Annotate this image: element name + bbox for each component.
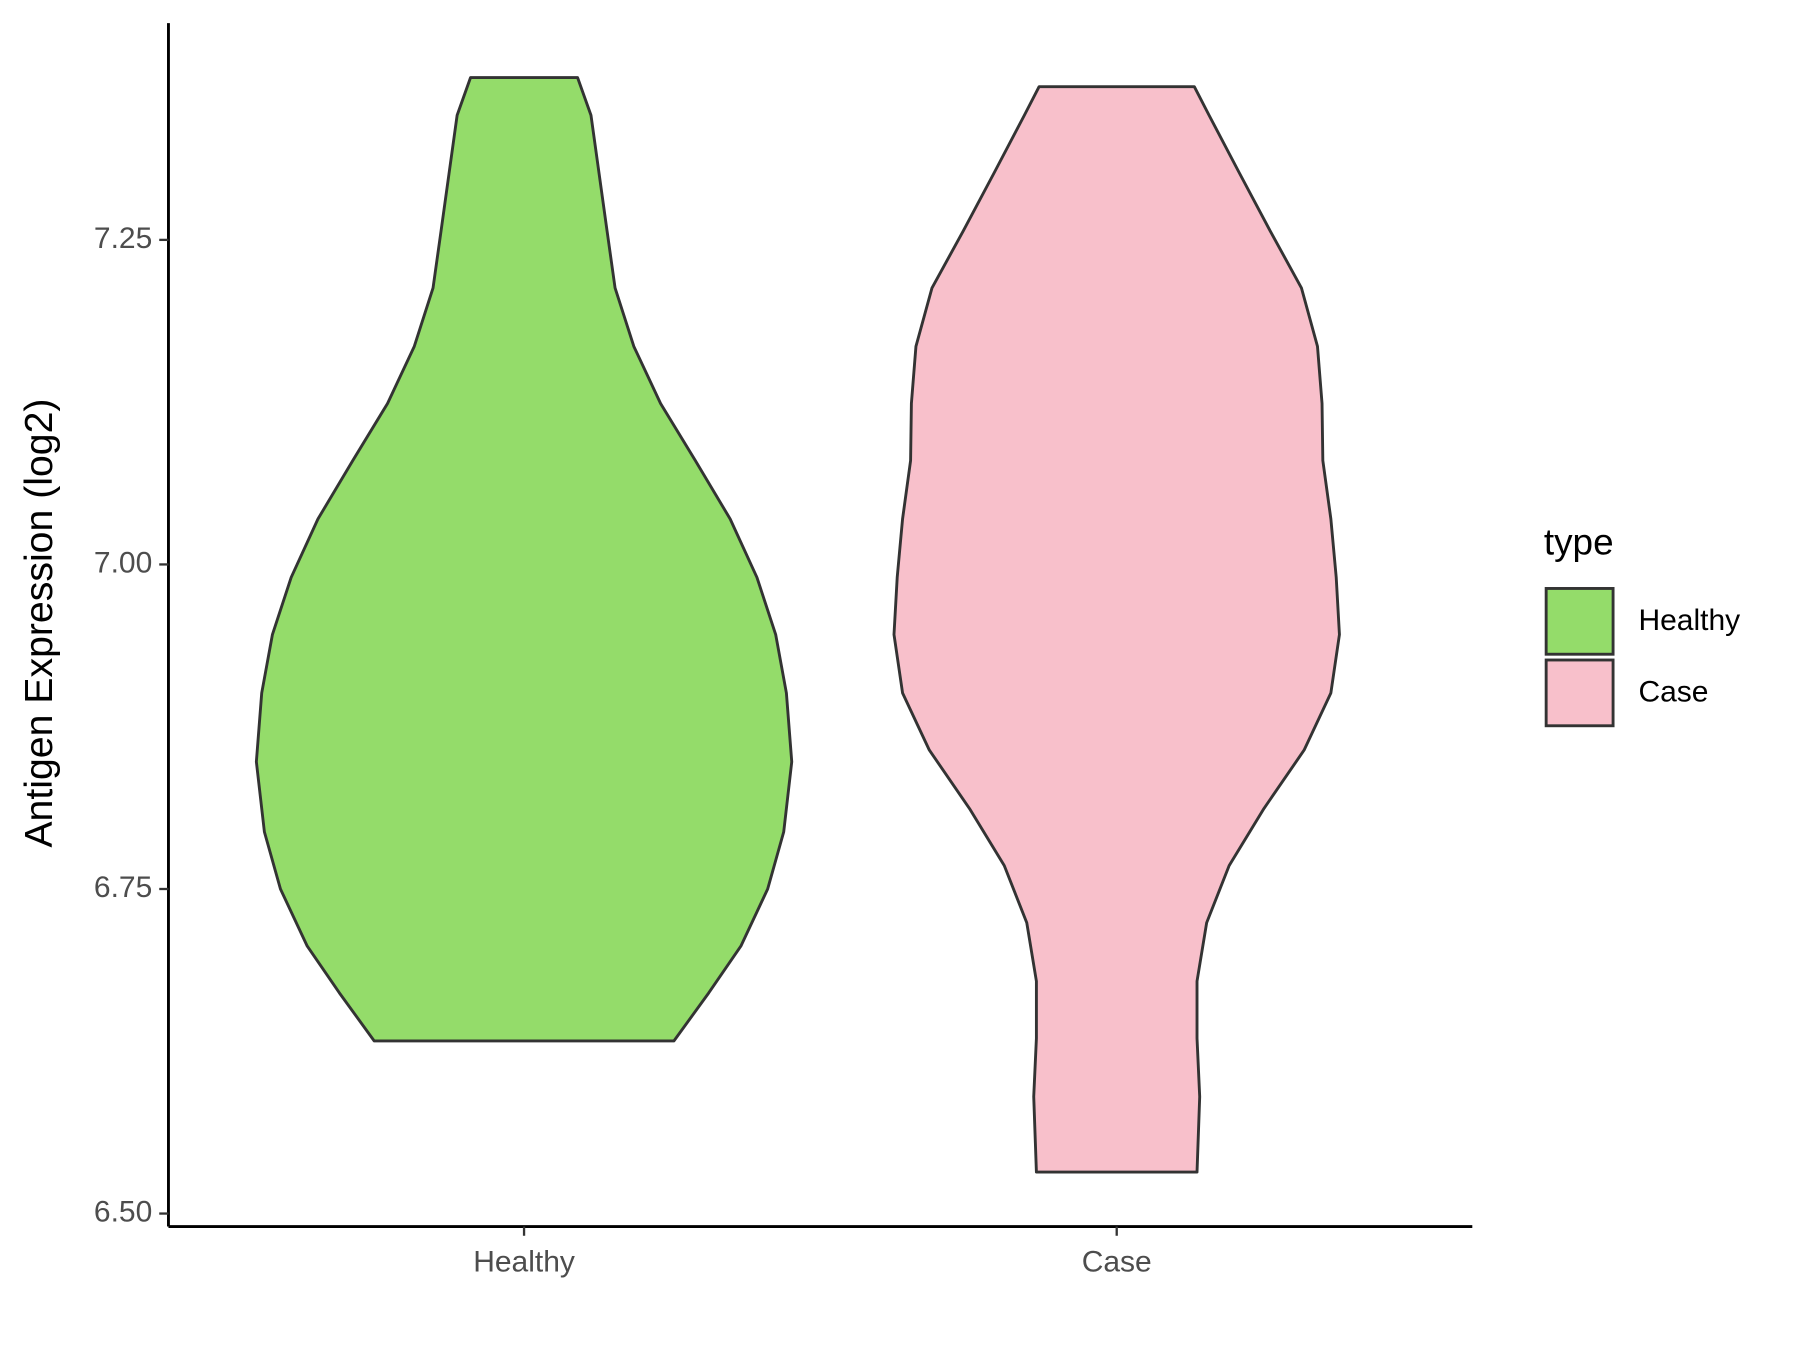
legend-label: Healthy xyxy=(1638,604,1740,637)
legend-label: Case xyxy=(1638,675,1708,708)
violin xyxy=(254,76,794,1043)
x-tick-label: Healthy xyxy=(473,1245,575,1278)
y-tick-label: 7.25 xyxy=(94,222,152,255)
x-tick-label: Case xyxy=(1082,1245,1152,1278)
legend-key xyxy=(1544,587,1615,656)
y-tick-label: 6.75 xyxy=(94,871,152,904)
legend-title: type xyxy=(1544,521,1614,562)
legend-key xyxy=(1544,658,1615,728)
violin xyxy=(892,85,1341,1174)
y-axis-title: Antigen Expression (log2) xyxy=(17,399,61,848)
y-tick-label: 6.50 xyxy=(94,1195,152,1228)
y-tick-label: 7.00 xyxy=(94,546,152,579)
